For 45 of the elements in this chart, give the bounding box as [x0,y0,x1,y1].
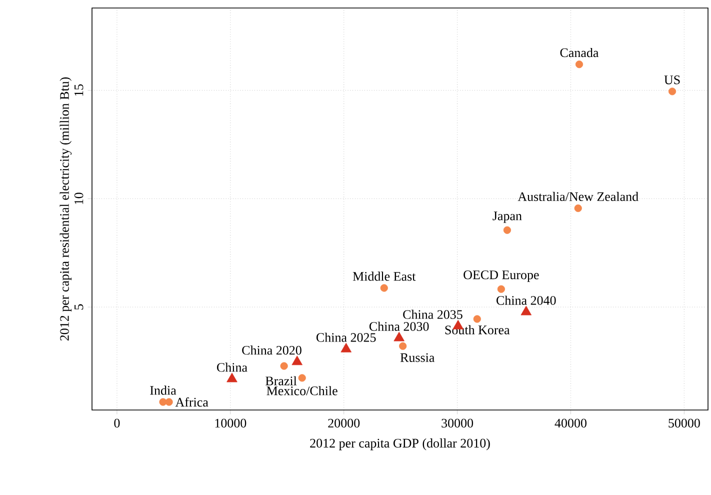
point [574,204,582,212]
annotation: US [664,75,680,84]
point [503,226,512,234]
annotation: Mexico/Chile [266,386,338,396]
annotation: Australia/New Zealand [518,192,638,202]
point [165,398,173,406]
point [668,88,676,96]
annotation: Russia [400,353,435,362]
point [473,315,481,323]
annotation: China 2040 [496,296,556,305]
y-tick-label: 5 [74,304,84,310]
annotation: South Korea [445,325,510,334]
point [298,374,306,382]
point [280,362,288,370]
annotation: China 2035 [403,310,462,319]
annotation: China 2020 [242,346,302,355]
x-tick-label: 50000 [668,418,700,428]
point [292,356,303,366]
point [520,306,532,316]
annotation: Canada [560,48,599,58]
x-tick-label: 20000 [328,418,360,428]
point [399,342,407,350]
annotation: China 2030 [369,322,429,331]
point [340,342,352,352]
point [394,332,404,342]
annotation: Japan [492,212,522,223]
point [497,285,505,293]
x-axis-title: 2012 per capita GDP (dollar 2010) [310,438,490,450]
annotation: China [216,362,248,372]
x-tick-label: 10000 [215,418,246,428]
y-tick-label: 10 [74,192,84,204]
annotation: Brazil [266,376,297,386]
annotation: Africa [175,397,208,407]
y-tick-label: 15 [74,84,84,96]
point [226,372,238,382]
x-tick-label: 30000 [442,418,474,428]
x-tick-label: 0 [114,418,120,428]
x-tick-label: 40000 [554,418,586,428]
annotation: OECD Europe [464,270,539,282]
annotation: China 2025 [316,332,376,342]
point [380,284,388,292]
y-axis-title: 2012 per capita residential electricity (million Btu) [60,77,72,341]
point [575,60,584,68]
annotation: India [150,386,176,395]
annotation: Middle East [352,272,416,281]
